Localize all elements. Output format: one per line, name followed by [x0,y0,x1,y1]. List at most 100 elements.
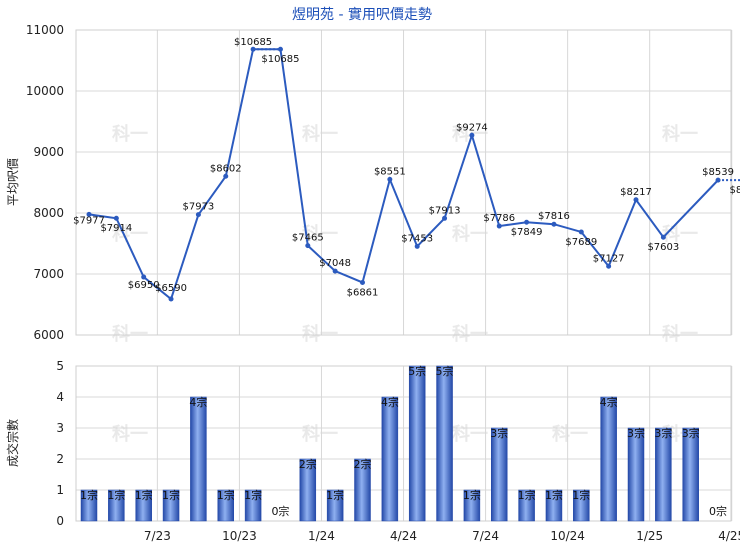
x-tick-label: 7/23 [144,529,171,543]
bar [545,489,563,522]
bar-data-label: 0宗 [709,504,727,518]
price-data-label: $6590 [155,283,187,294]
price-point [715,177,721,183]
price-point [469,132,475,138]
price-point [660,234,666,240]
price-point [277,46,283,52]
price-point [442,215,448,221]
bar-data-label: 1宗 [518,488,536,502]
bar [354,458,371,522]
line-y-tick-label: 10000 [26,84,64,98]
price-data-label: $7914 [100,223,132,234]
watermark-text: 科一 [552,423,588,445]
watermark-text: 科一 [662,323,698,345]
line-y-tick-label: 6000 [33,328,64,342]
price-data-label: $7689 [565,237,597,248]
price-data-label: $6950 [128,280,160,291]
line-y-tick-label: 8000 [33,206,64,220]
watermark-text: 科一 [112,423,148,445]
watermark-text: 科一 [452,323,488,345]
x-tick-label: 7/24 [472,529,499,543]
price-data-label: $7849 [511,227,543,238]
price-point [524,219,530,225]
price-point [250,46,256,52]
price-data-label: $10685 [234,37,272,48]
price-data-label: $6861 [347,287,379,298]
bar-y-tick-label: 1 [56,483,64,497]
bar [436,365,453,522]
x-tick-label: 1/24 [308,529,335,543]
bar [135,489,152,522]
bar-data-label: 1宗 [217,488,235,502]
x-tick-label: 4/24 [390,529,417,543]
price-point [332,268,338,274]
bar [655,427,672,522]
watermark-text: 科一 [302,423,338,445]
price-data-label: $8602 [210,163,242,174]
bar-data-label: 4宗 [189,395,207,409]
price-data-label: $7913 [429,205,461,216]
price-data-label: $8217 [620,187,652,198]
bar-data-label: 1宗 [162,488,180,502]
price-point [305,243,311,249]
price-data-label: $8551 [374,166,406,177]
price-data-label: $7603 [647,242,679,253]
price-data-label: $10685 [261,54,299,65]
price-point [168,296,174,302]
bar-data-label: 5宗 [436,364,454,378]
bar-data-label: 3宗 [490,426,508,440]
price-data-label: $9274 [456,122,488,133]
bar [299,458,317,522]
price-point [113,215,119,221]
bar-data-label: 1宗 [572,488,590,502]
bar-data-label: 3宗 [627,426,645,440]
price-data-label: $7127 [593,253,625,264]
x-tick-label: 10/24 [550,529,585,543]
bar-data-label: 3宗 [654,426,672,440]
bar-data-label: 1宗 [107,488,125,502]
bar-y-tick-label: 0 [56,514,64,528]
price-point [578,229,584,235]
watermark-text: 科一 [302,223,338,245]
line-y-tick-label: 7000 [33,267,64,281]
bar-y-ticks: 0 1 2 3 4 5 [56,359,64,528]
price-data-label: $7465 [292,233,324,244]
price-point [223,173,229,179]
x-tick-label: 10/23 [222,529,257,543]
bar-data-label: 5宗 [408,364,426,378]
watermark-text: 科一 [302,123,338,145]
bar-y-tick-label: 2 [56,452,64,466]
price-point [195,212,201,218]
bar [491,427,508,522]
line-y-ticks: 6000 7000 8000 9000 10000 11000 [26,23,64,342]
bar [463,489,481,522]
watermark-text: 科一 [452,423,488,445]
bar-data-label: 1宗 [326,488,344,502]
price-point [360,279,365,285]
line-plot-frame [75,29,732,336]
bar-y-axis-label: 成交宗數 [5,419,20,467]
price-data-label: $7786 [483,213,515,224]
bar [190,396,207,522]
price-point [387,176,393,182]
line-y-axis-label: 平均呎價 [6,158,20,206]
bar-y-tick-label: 4 [56,390,64,404]
watermark-text: 科一 [112,123,148,145]
bar [408,365,426,522]
bar-y-tick-label: 3 [56,421,64,435]
bar-data-label: 1宗 [244,488,262,502]
price-data-label: $7816 [538,211,570,222]
bar [381,396,399,522]
bar [573,489,590,522]
x-tick-label: 1/25 [636,529,663,543]
bar [162,489,180,522]
bar-data-label: 3宗 [682,426,700,440]
line-y-tick-label: 9000 [33,145,64,159]
price-point [551,221,557,227]
bar [244,489,262,522]
line-series: $7977$7914 $6950$6590 $7973 $8602 $10685 $106… [73,37,740,302]
price-point [496,223,502,229]
